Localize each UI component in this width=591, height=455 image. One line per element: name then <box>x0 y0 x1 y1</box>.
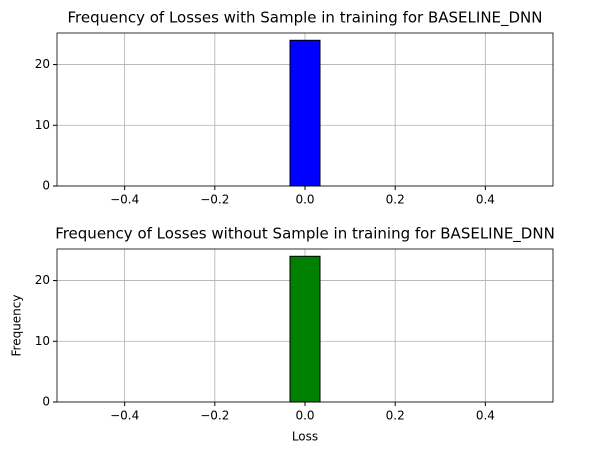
y-tick-label: 10 <box>35 118 50 132</box>
x-tick-label: −0.2 <box>200 409 229 423</box>
y-tick-label: 20 <box>35 57 50 71</box>
x-tick-label: −0.4 <box>110 193 139 207</box>
chart-title: Frequency of Losses without Sample in tr… <box>55 225 555 244</box>
y-tick-label: 0 <box>42 179 50 193</box>
x-axis-label: Loss <box>292 430 318 444</box>
bar <box>289 255 321 403</box>
x-tick-label: 0.2 <box>386 193 405 207</box>
x-tick-label: 0.4 <box>476 409 495 423</box>
x-tick-label: 0.0 <box>295 193 314 207</box>
x-tick-label: 0.2 <box>386 409 405 423</box>
axes-frame <box>56 32 554 187</box>
y-tick-label: 20 <box>35 273 50 287</box>
y-tick-label: 10 <box>35 334 50 348</box>
x-tick-label: −0.4 <box>110 409 139 423</box>
axes-frame <box>56 248 554 403</box>
bar <box>289 39 321 187</box>
x-tick-label: −0.2 <box>200 193 229 207</box>
x-tick-label: 0.4 <box>476 193 495 207</box>
x-tick-label: 0.0 <box>295 409 314 423</box>
chart-title: Frequency of Losses with Sample in train… <box>67 9 542 28</box>
y-tick-label: 0 <box>42 395 50 409</box>
y-axis-label: Frequency <box>10 295 24 357</box>
